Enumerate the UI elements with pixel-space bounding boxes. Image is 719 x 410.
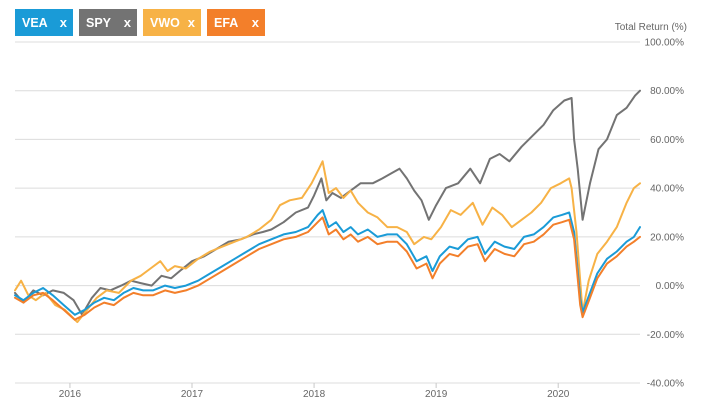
ticker-chips: VEA x SPY x VWO x EFA x [15,9,265,36]
ticker-chip-vwo[interactable]: VWO x [143,9,201,36]
remove-ticker-button[interactable]: x [187,15,195,30]
remove-ticker-button[interactable]: x [123,15,131,30]
series-line-vea [14,209,641,316]
remove-ticker-button[interactable]: x [59,15,67,30]
y-tick-label: 80.00% [650,86,684,97]
remove-ticker-button[interactable]: x [251,15,259,30]
ticker-chip-vea[interactable]: VEA x [15,9,73,36]
series-line-spy [14,89,641,316]
x-tick-label: 2019 [425,389,448,400]
y-tick-label: 100.00% [645,38,685,49]
ticker-chip-label: EFA [214,16,239,30]
ticker-chip-label: VWO [150,16,180,30]
y-tick-label: 40.00% [650,184,684,195]
y-tick-label: -20.00% [647,330,684,341]
series-line-efa [14,216,641,321]
x-tick-label: 2020 [547,389,570,400]
series-line-vwo [14,160,641,324]
x-tick-label: 2017 [181,389,204,400]
y-axis-title: Total Return (%) [614,22,687,33]
y-tick-label: 20.00% [650,232,684,243]
y-tick-label: 0.00% [656,281,684,292]
ticker-chip-spy[interactable]: SPY x [79,9,137,36]
y-tick-label: -40.00% [647,379,684,390]
ticker-chip-efa[interactable]: EFA x [207,9,265,36]
ticker-chip-label: VEA [22,16,48,30]
x-tick-label: 2016 [59,389,82,400]
x-tick-label: 2018 [303,389,326,400]
ticker-chip-label: SPY [86,16,112,30]
y-tick-label: 60.00% [650,135,684,146]
